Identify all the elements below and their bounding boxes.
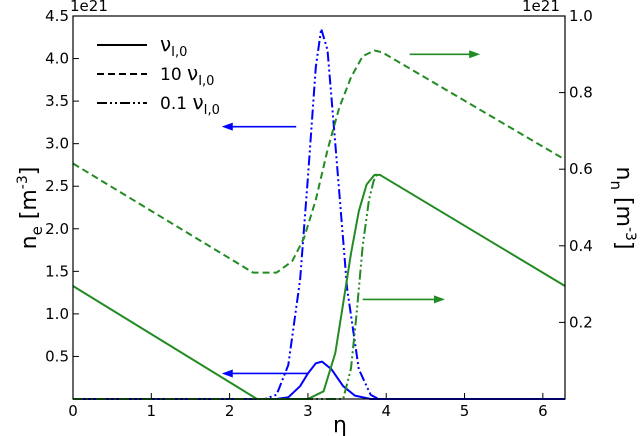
- left-y-ticks: 0.5 1.0 1.5 2.0 2.5 3.0 3.5 4.0 4.5: [45, 7, 79, 365]
- right-label-sub: n: [607, 180, 625, 190]
- left-label-exp: -3: [15, 175, 31, 189]
- right-label-unit: [m: [611, 197, 636, 227]
- right-y-ticks: 0.2 0.4 0.6 0.8 1.0: [559, 7, 593, 331]
- x-tick-label: 2: [225, 402, 235, 420]
- legend: νI,0 10 νI,0 0.1 νI,0: [97, 32, 220, 118]
- annotation-arrow-2: [409, 50, 481, 59]
- left-tick-label: 3.0: [45, 135, 69, 153]
- series-nn-dashdot: [73, 173, 380, 400]
- right-tick-label: 0.2: [569, 313, 593, 331]
- right-label-close: ]: [611, 241, 636, 250]
- left-tick-label: 2.0: [45, 220, 69, 238]
- left-label-main: n: [17, 235, 42, 249]
- x-ticks: 0 1 2 3 4 5 6: [68, 393, 548, 420]
- right-label-exp: -3: [622, 227, 638, 241]
- right-label-main: n: [611, 166, 636, 180]
- left-tick-label: 2.5: [45, 177, 69, 195]
- series-ne-solid: [73, 360, 565, 400]
- right-tick-label: 1.0: [569, 7, 593, 25]
- left-axis-label: ne [m-3]: [15, 167, 46, 250]
- x-tick-label: 0: [68, 402, 78, 420]
- series-layer: [72, 27, 566, 400]
- left-tick-label: 4.5: [45, 7, 69, 25]
- x-tick-label: 6: [538, 402, 548, 420]
- left-tick-label: 3.5: [45, 92, 69, 110]
- legend-label-dashdot: 0.1 νI,0: [160, 90, 220, 118]
- left-tick-label: 0.5: [45, 347, 69, 365]
- x-tick-label: 4: [381, 402, 391, 420]
- right-tick-label: 0.6: [569, 160, 593, 178]
- left-label-close: ]: [17, 167, 42, 176]
- left-offset-text: 1e21: [70, 0, 108, 15]
- left-tick-label: 4.0: [45, 50, 69, 68]
- right-tick-label: 0.8: [569, 84, 593, 102]
- series-ne-dashdot: [73, 27, 565, 400]
- left-tick-label: 1.0: [45, 305, 69, 323]
- right-tick-label: 0.4: [569, 237, 593, 255]
- right-axis-label: nn [m-3]: [607, 166, 638, 249]
- x-tick-label: 5: [460, 402, 470, 420]
- legend-label-dashed: 10 νI,0: [160, 61, 214, 89]
- x-tick-label: 3: [303, 402, 313, 420]
- legend-label-solid: νI,0: [160, 32, 187, 60]
- x-tick-label: 1: [147, 402, 157, 420]
- left-tick-label: 1.5: [45, 262, 69, 280]
- plot-frame: [72, 15, 566, 400]
- annotation-arrow-1: [221, 122, 297, 131]
- series-nn-dashed: [72, 49, 566, 274]
- annotation-arrow-3: [221, 369, 308, 378]
- x-axis-label: η: [333, 413, 347, 436]
- annotation-arrow-4: [362, 295, 445, 304]
- left-label-sub: e: [28, 226, 46, 235]
- annotation-layer: [221, 50, 481, 378]
- right-offset-text: 1e21: [522, 0, 560, 15]
- left-label-unit: [m: [17, 189, 42, 219]
